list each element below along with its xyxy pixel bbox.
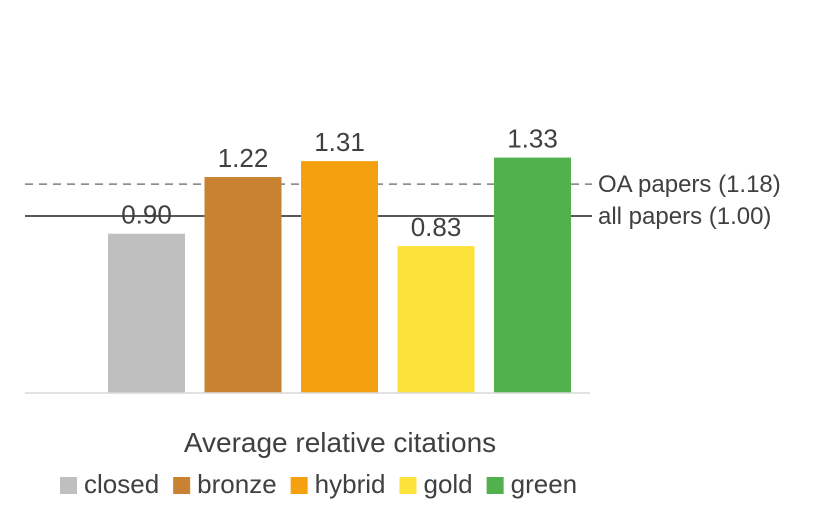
legend-swatch	[486, 477, 504, 494]
data-label-closed: 0.90	[121, 200, 172, 230]
legend-item-green: green	[486, 469, 578, 499]
legend-item-gold: gold	[399, 469, 473, 499]
legend-swatch	[290, 477, 308, 494]
data-label-gold: 0.83	[411, 212, 462, 242]
bar-bronze	[204, 177, 282, 393]
legend-swatch	[60, 477, 77, 494]
bar-closed	[108, 233, 185, 393]
bar-gold	[397, 246, 475, 393]
x-axis-label: Average relative citations	[184, 427, 496, 458]
bar-green	[494, 157, 571, 393]
legend-item-hybrid: hybrid	[290, 469, 386, 499]
bar-hybrid	[301, 161, 378, 393]
legend-swatch	[399, 477, 417, 494]
legend-label: green	[511, 469, 578, 499]
reference-line-labels: OA papers (1.18) all papers (1.00)	[598, 171, 781, 230]
legend: closed bronze hybrid gold green	[60, 469, 577, 499]
data-label-green: 1.33	[507, 124, 558, 154]
legend-swatch	[173, 477, 191, 494]
legend-label: closed	[84, 469, 159, 499]
legend-item-closed: closed	[60, 469, 159, 499]
legend-label: hybrid	[315, 469, 386, 499]
bars	[108, 157, 571, 393]
legend-item-bronze: bronze	[173, 469, 277, 499]
data-labels: 0.90 1.22 1.31 0.83 1.33	[121, 124, 558, 243]
data-label-hybrid: 1.31	[314, 127, 365, 157]
reference-line-label: OA papers (1.18)	[598, 171, 781, 198]
legend-label: gold	[423, 469, 472, 499]
reference-line-label: all papers (1.00)	[598, 203, 771, 230]
data-label-bronze: 1.22	[218, 143, 269, 173]
legend-label: bronze	[197, 469, 277, 499]
